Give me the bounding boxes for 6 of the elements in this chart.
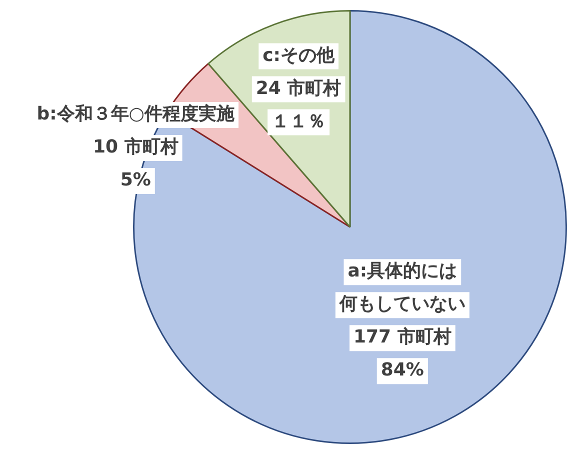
slice-label: a:具体的には何もしていない <box>338 260 466 315</box>
slice-label: b:令和３年○件程度実施 <box>36 104 235 125</box>
data-label: 24 市町村１１％ <box>256 78 342 132</box>
data-label: 10 市町村 5% <box>92 136 178 191</box>
data-label: 177 市町村 84% <box>354 326 452 381</box>
slice-label: c:その他 <box>262 44 336 66</box>
